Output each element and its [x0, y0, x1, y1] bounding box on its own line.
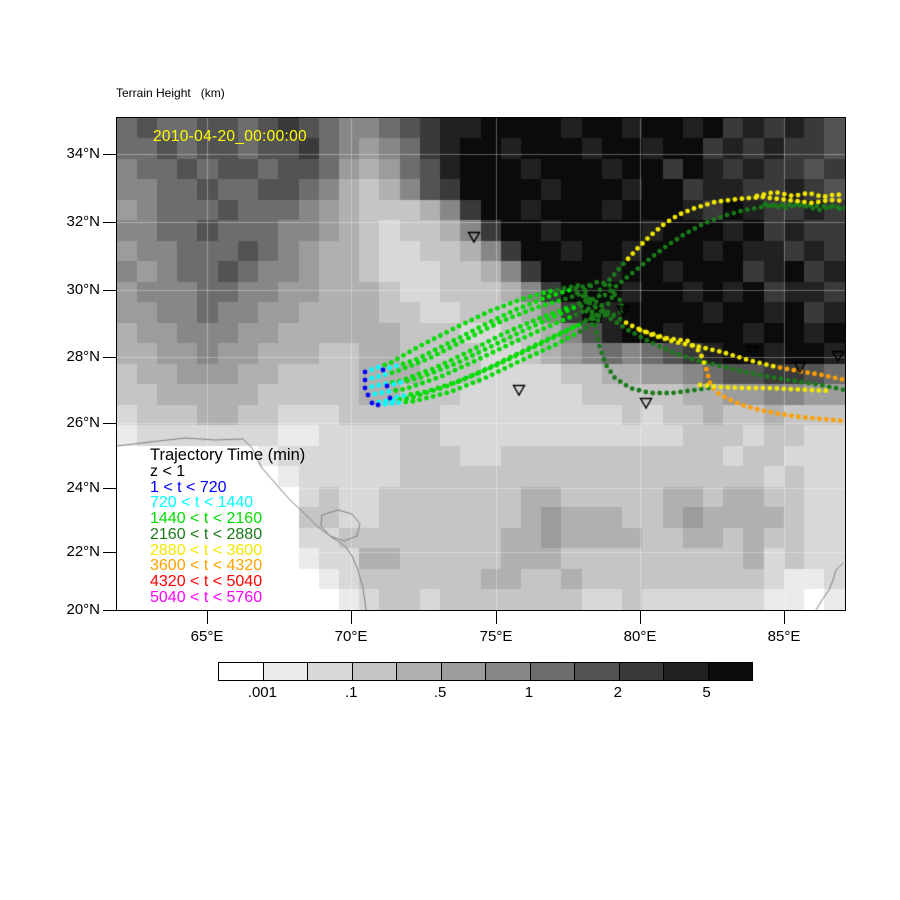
legend-entry: 1 < t < 720 — [150, 478, 227, 496]
colorbar-segment — [619, 663, 664, 680]
terrain-colorbar — [218, 662, 753, 681]
colorbar-tick-label: .1 — [344, 684, 358, 701]
colorbar-tick-label: .5 — [433, 684, 447, 701]
lon-tick-label: 75°E — [479, 628, 513, 645]
legend-entry: 4320 < t < 5040 — [150, 572, 263, 590]
plot-title: Terrain Height (km) — [116, 86, 225, 100]
legend-title: Trajectory Time (min) — [150, 446, 306, 464]
lon-tick-label: 65°E — [190, 628, 224, 645]
lat-tick-label: 34°N — [66, 145, 100, 162]
legend-entry: 2160 < t < 2880 — [150, 525, 263, 543]
colorbar-segment — [708, 663, 752, 680]
legend-entry: z < 1 — [150, 463, 186, 480]
lat-tick-label: 28°N — [66, 348, 100, 365]
lat-tick-label: 32°N — [66, 213, 100, 230]
lat-tick — [103, 222, 116, 224]
lat-tick — [103, 488, 116, 490]
lat-tick-label: 26°N — [66, 414, 100, 431]
timestamp-label: 2010-04-20_00:00:00 — [153, 128, 307, 145]
colorbar-tick-label: 1 — [524, 684, 534, 701]
legend-entry: 720 < t < 1440 — [150, 494, 254, 512]
colorbar-segment — [530, 663, 575, 680]
lat-tick — [103, 290, 116, 292]
lat-tick-label: 22°N — [66, 543, 100, 560]
lon-tick — [207, 611, 209, 624]
colorbar-segment — [397, 663, 442, 680]
lat-tick-label: 24°N — [66, 479, 100, 496]
colorbar-segment — [664, 663, 709, 680]
colorbar-tick-label: 2 — [613, 684, 622, 701]
lat-tick — [103, 423, 116, 425]
lon-tick-label: 85°E — [767, 628, 801, 645]
colorbar-segment — [263, 663, 308, 680]
colorbar-segment — [352, 663, 397, 680]
colorbar-tick-label: .001 — [247, 684, 277, 701]
legend-entry: 5040 < t < 5760 — [150, 588, 263, 606]
colorbar-segment — [486, 663, 531, 680]
colorbar-tick-label: 5 — [702, 684, 711, 701]
lon-tick — [784, 611, 786, 624]
colorbar-segment — [219, 663, 264, 680]
colorbar-segment — [308, 663, 353, 680]
lat-tick — [103, 154, 116, 156]
lat-tick — [103, 552, 116, 554]
terrain-trajectory-canvas — [117, 118, 845, 610]
lon-tick-label: 70°E — [334, 628, 368, 645]
lon-tick — [351, 611, 353, 624]
legend-entry: 3600 < t < 4320 — [150, 557, 263, 575]
map-frame: 2010-04-20_00:00:00 Trajectory Time (min… — [116, 117, 846, 611]
lon-tick-label: 80°E — [623, 628, 657, 645]
legend-entry: 1440 < t < 2160 — [150, 510, 263, 528]
lat-tick — [103, 357, 116, 359]
colorbar-segment — [575, 663, 620, 680]
lon-tick — [640, 611, 642, 624]
legend-entry: 2880 < t < 3600 — [150, 541, 263, 559]
lat-tick-label: 20°N — [66, 601, 100, 618]
colorbar-segment — [441, 663, 486, 680]
lon-tick — [496, 611, 498, 624]
lat-tick — [103, 610, 116, 612]
lat-tick-label: 30°N — [66, 281, 100, 298]
